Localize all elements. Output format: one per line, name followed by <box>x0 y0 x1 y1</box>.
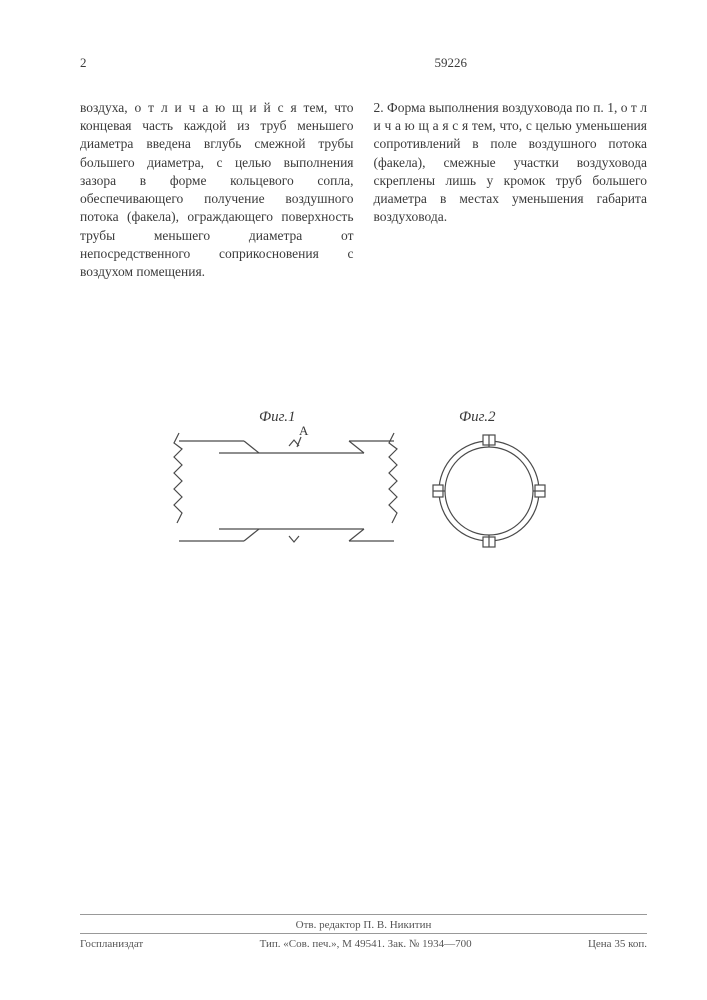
footer-editor: Отв. редактор П. В. Никитин <box>80 914 647 931</box>
page-header: 2 59226 <box>80 55 647 71</box>
footer-bottom-row: Госпланиздат Тип. «Сов. печ.», М 49541. … <box>80 933 647 950</box>
fig2-label: Фиг.2 <box>459 409 496 425</box>
fig1-label: Фиг.1 <box>259 409 295 425</box>
page-number: 2 <box>80 55 87 71</box>
fig1-marker-a: А <box>299 423 309 438</box>
left-column: воздуха, о т л и ч а ю щ и й с я тем, чт… <box>80 99 354 281</box>
page-footer: Отв. редактор П. В. Никитин Госпланиздат… <box>80 914 647 950</box>
page: 2 59226 воздуха, о т л и ч а ю щ и й с я… <box>0 0 707 1000</box>
footer-publisher: Госпланиздат <box>80 938 143 950</box>
right-column: 2. Форма выполнения воздуховода по п. 1,… <box>374 99 648 281</box>
figure-area: Фиг.1 А <box>80 391 647 581</box>
footer-print-info: Тип. «Сов. печ.», М 49541. Зак. № 1934—7… <box>260 938 472 950</box>
body-columns: воздуха, о т л и ч а ю щ и й с я тем, чт… <box>80 99 647 281</box>
document-number: 59226 <box>435 55 468 71</box>
figures-svg: Фиг.1 А <box>149 391 579 581</box>
footer-price: Цена 35 коп. <box>588 938 647 950</box>
